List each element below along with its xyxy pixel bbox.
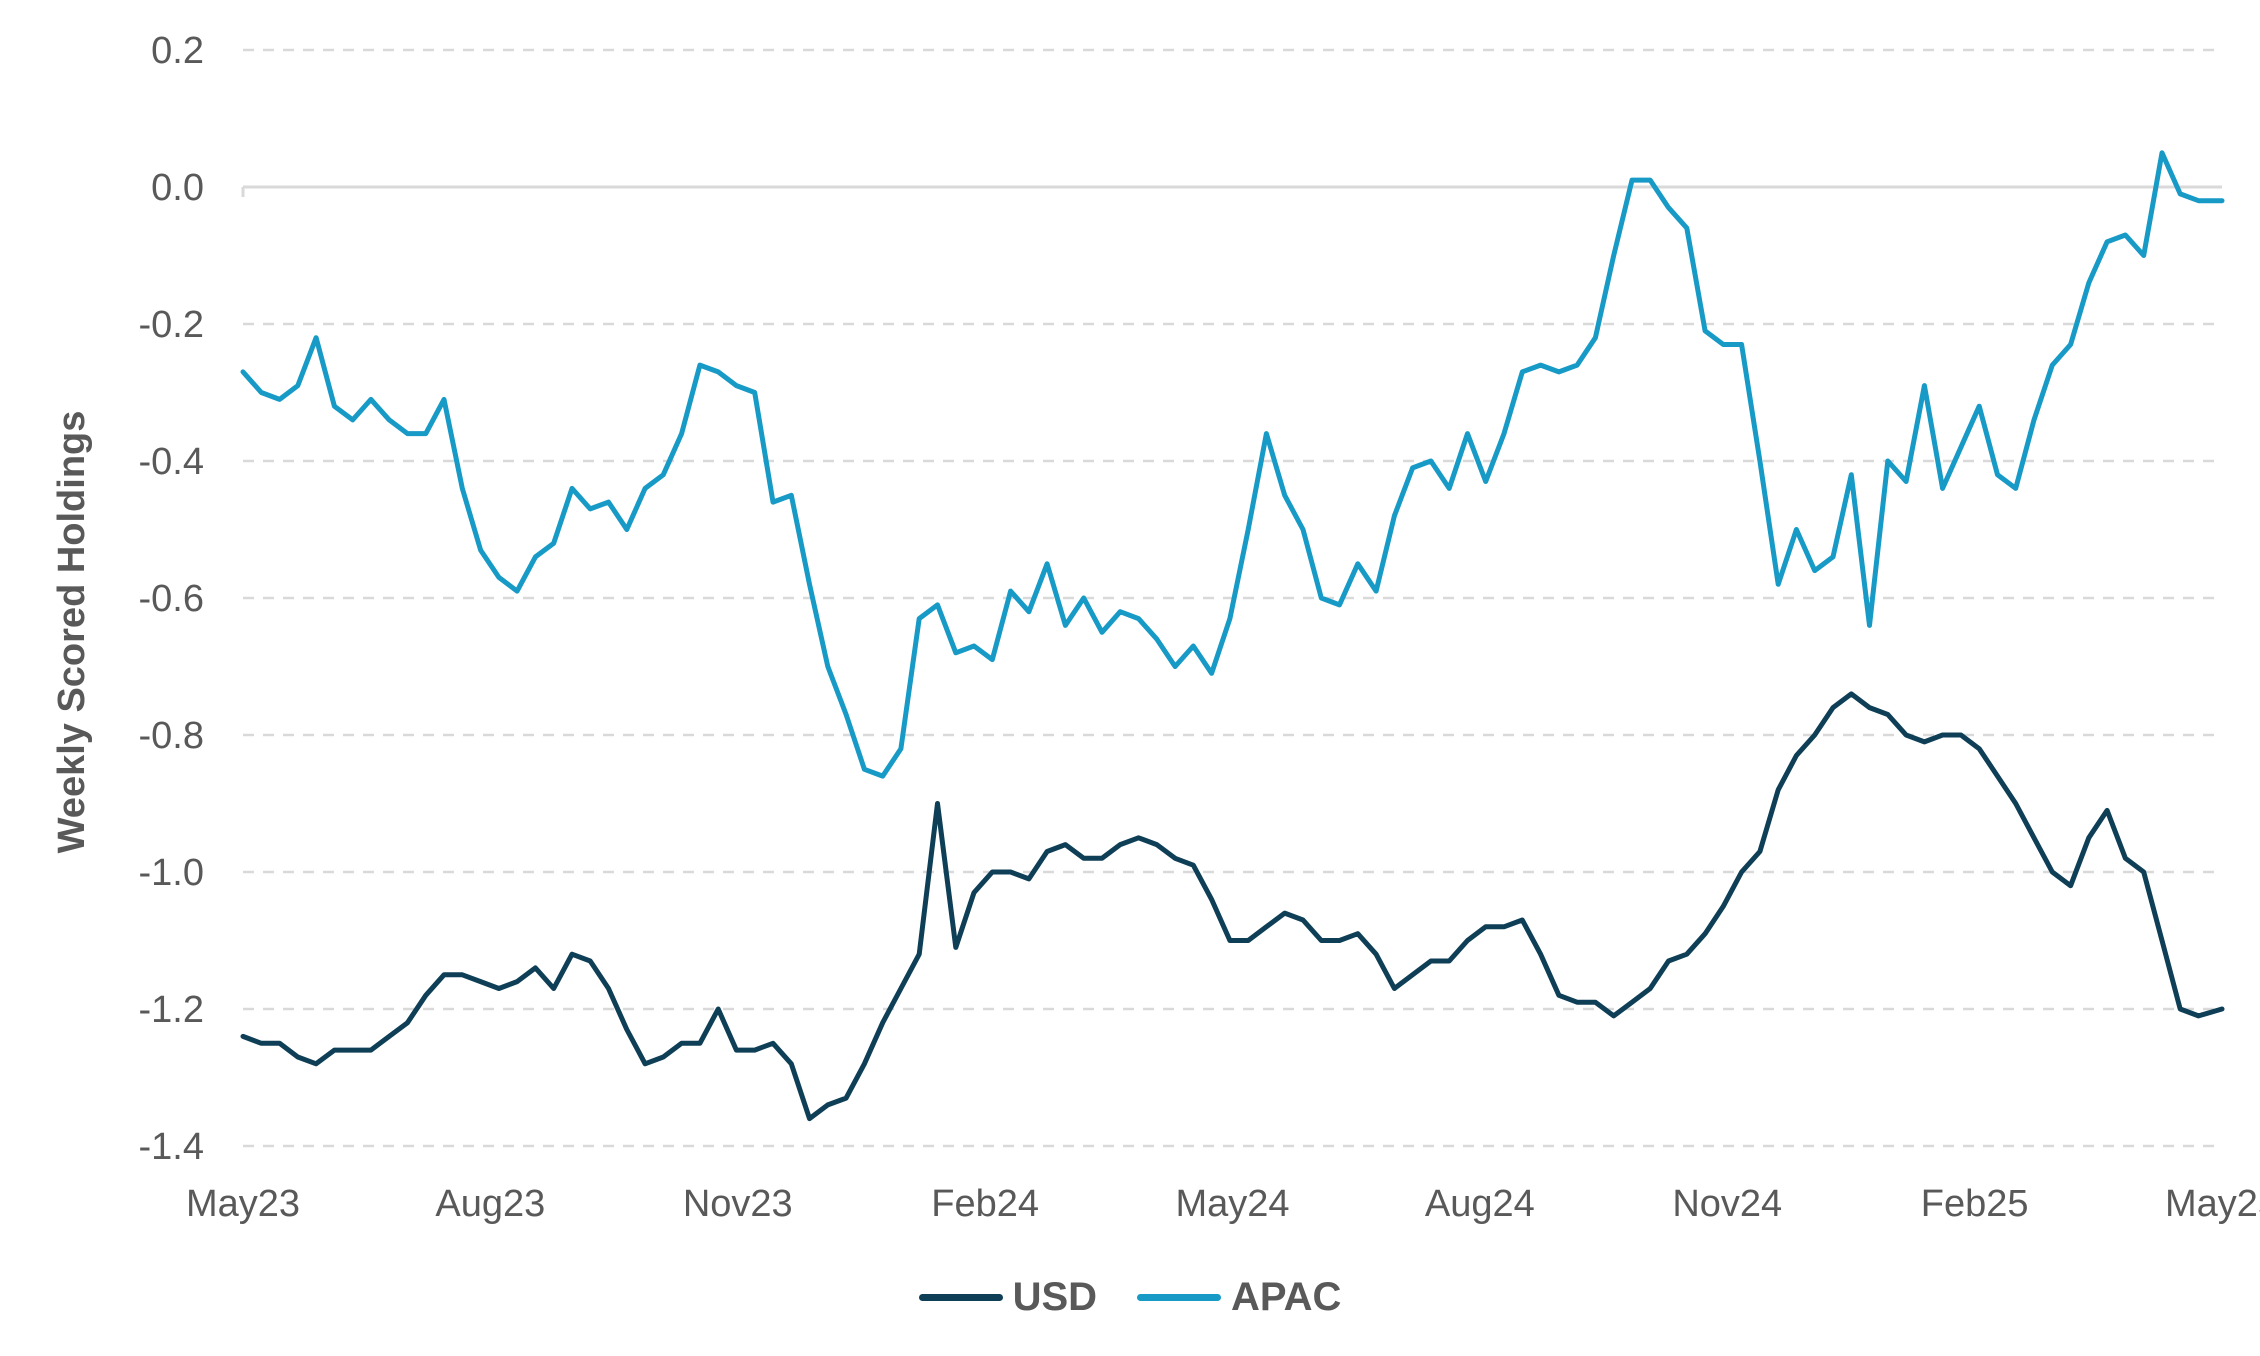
legend-item-usd: USD [918,1274,1098,1320]
y-tick-label: -1.4 [139,1126,204,1168]
y-tick-label: -0.6 [139,578,204,620]
x-tick-label: Aug23 [435,1183,545,1225]
legend-label: APAC [1231,1274,1342,1319]
x-tick-label: Nov24 [1672,1183,1782,1225]
y-tick-labels: 0.2 0.0 -0.2 -0.4 -0.6 -0.8 -1.0 -1.2 -1.4 [139,30,204,1168]
x-tick-labels: May23 Aug23 Nov23 Feb24 May24 Aug24 Nov24 Feb25… [186,1183,2260,1225]
series-line-usd [240,691,2225,1122]
legend-item-apac: APAC [1137,1275,1341,1320]
x-tick-label: May24 [1175,1183,1289,1225]
x-tick-label: Feb25 [1921,1183,2029,1225]
x-tick-label: Aug24 [1425,1183,1535,1225]
legend: USD APAC [0,1262,2260,1332]
y-axis-title: Weekly Scored Holdings [51,411,93,854]
legend-swatch [1137,1293,1222,1301]
legend-label: USD [1012,1274,1098,1319]
x-tick-label: Nov23 [683,1183,793,1225]
x-tick-label: Feb24 [931,1183,1039,1225]
x-tick-label: May25 [2165,1183,2260,1225]
series-line-apac [240,150,2225,779]
legend-swatch [918,1293,1003,1301]
y-tick-label: -1.2 [139,989,204,1031]
x-tick-label: May23 [186,1183,300,1225]
series-lines [240,150,2225,1122]
y-tick-label: 0.2 [151,30,204,72]
y-tick-label: -1.0 [139,852,204,894]
y-tick-label: -0.4 [139,441,204,483]
y-tick-label: -0.8 [139,715,204,757]
y-tick-label: 0.0 [151,167,204,209]
y-tick-label: -0.2 [139,304,204,346]
